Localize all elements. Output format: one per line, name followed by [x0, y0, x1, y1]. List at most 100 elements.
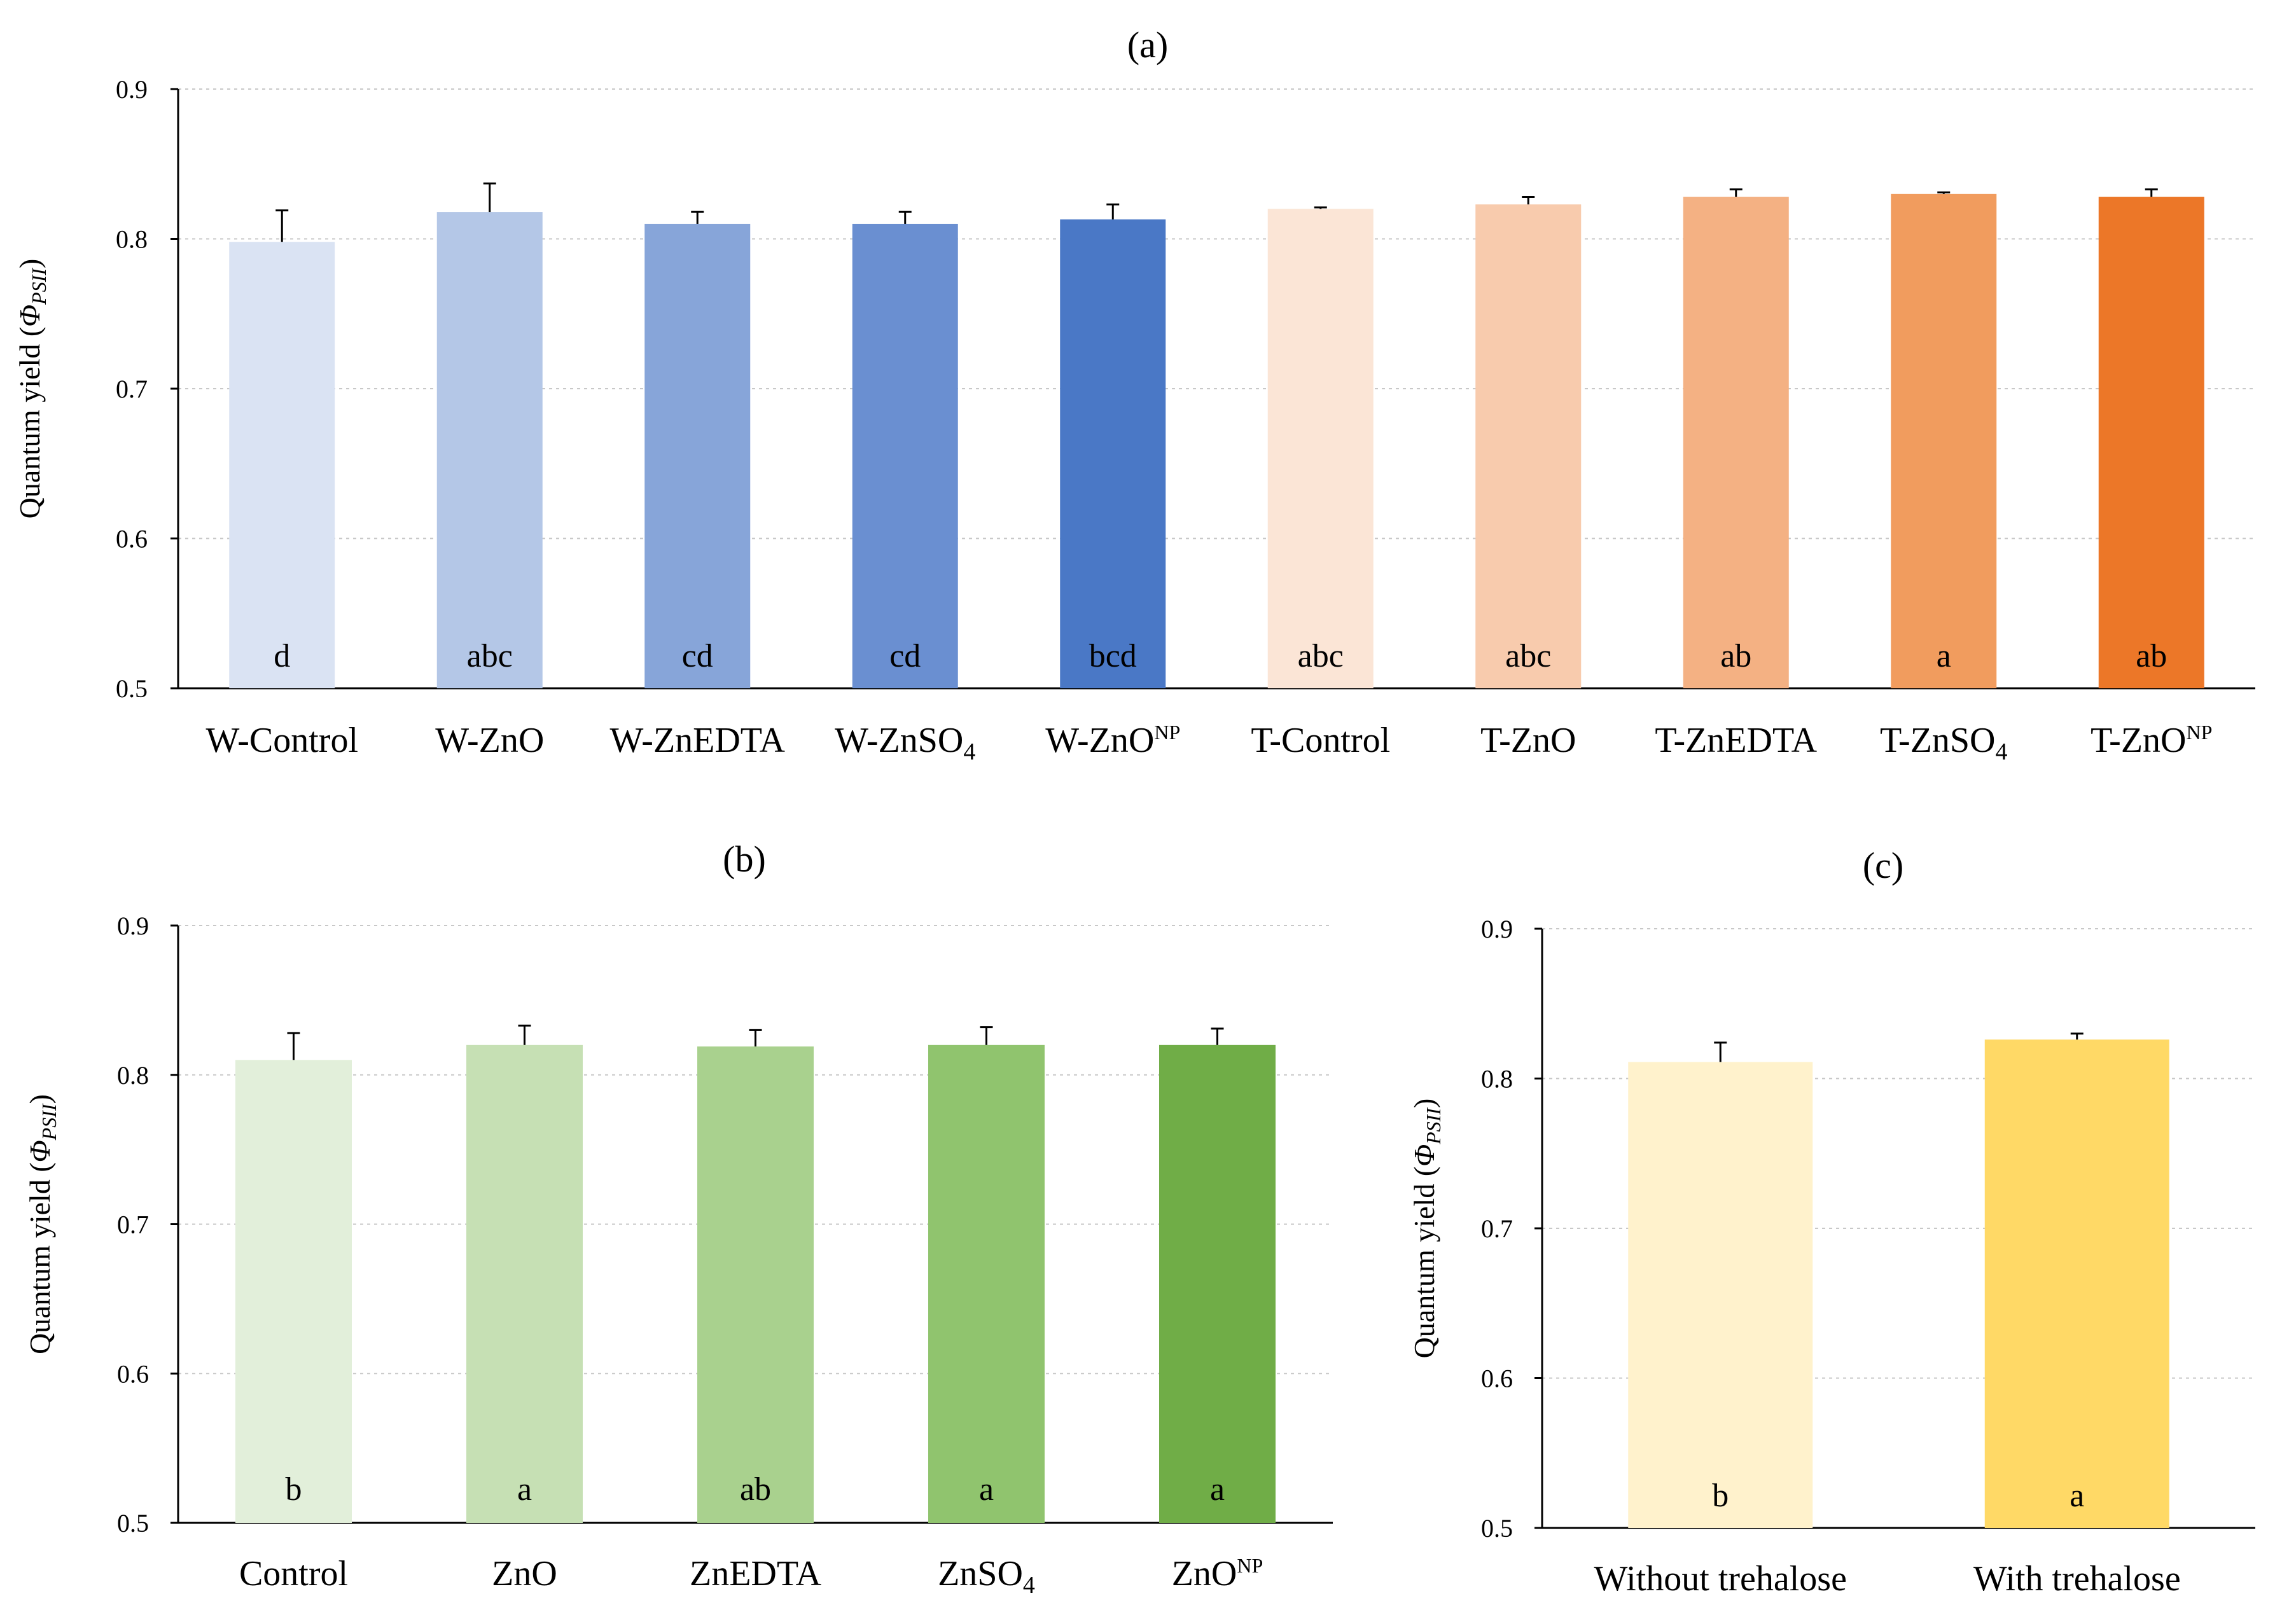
y-tick-label: 0.8 [117, 1061, 149, 1090]
psii-subscript: PSII [1422, 1107, 1445, 1145]
psii-subscript: PSII [38, 1103, 60, 1141]
significance-letter: abc [1298, 638, 1344, 674]
x-category-label: T-ZnSO4 [1880, 721, 2008, 765]
x-category-subscript: 4 [1996, 739, 2008, 765]
significance-letter: abc [467, 638, 513, 674]
y-axis-label: Quantum yield (ΦPSII) [24, 1094, 60, 1354]
x-category-text: W-ZnSO [835, 721, 963, 760]
x-category-text: ZnO [1172, 1554, 1237, 1593]
y-tick-label: 0.9 [117, 912, 149, 940]
x-category-label: T-ZnEDTA [1655, 721, 1817, 760]
x-category-label: W-ZnSO4 [835, 721, 975, 765]
phi-symbol: Φ [13, 305, 46, 327]
bar [1060, 219, 1166, 688]
significance-letter: ab [2136, 638, 2167, 674]
bar [2098, 197, 2204, 688]
x-category-text: ZnO [492, 1554, 557, 1593]
panel-title: (a) [1127, 24, 1168, 66]
x-category-label: ZnO [492, 1554, 557, 1593]
bar [1475, 204, 1582, 689]
x-category-text: With trehalose [1973, 1559, 2181, 1599]
significance-letter: a [1937, 638, 1951, 674]
bar [1267, 209, 1374, 688]
bar [466, 1044, 583, 1523]
x-category-text: T-ZnSO [1880, 721, 1996, 760]
panel-title: (b) [723, 838, 766, 880]
x-category-text: W-ZnEDTA [610, 721, 786, 760]
significance-letter: ab [1720, 638, 1751, 674]
bar [928, 1044, 1045, 1523]
x-category-subscript: 4 [963, 739, 975, 765]
y-tick-label: 0.6 [117, 1359, 149, 1388]
panel-b: (b) 0.5 0.6 0.7 0.8 0.9 Quantum yield (ΦPSII) b… [24, 838, 1333, 1599]
x-category-text: Without trehalose [1594, 1559, 1847, 1599]
x-category-label: ZnEDTA [690, 1554, 822, 1593]
y-tick-label: 0.9 [1481, 915, 1513, 943]
significance-letter: b [1712, 1478, 1729, 1514]
y-tick-label: 0.6 [116, 525, 148, 553]
x-category-label: Control [239, 1554, 348, 1593]
y-tick-label: 0.5 [1481, 1514, 1513, 1543]
bar [1628, 1062, 1813, 1528]
y-tick-label: 0.9 [116, 75, 148, 104]
x-category-text: T-ZnEDTA [1655, 721, 1817, 760]
x-category-superscript: NP [1154, 721, 1180, 744]
phi-symbol: Φ [24, 1140, 56, 1162]
significance-letter: ab [740, 1471, 771, 1508]
x-category-label: W-Control [205, 721, 358, 760]
significance-letter: abc [1505, 638, 1551, 674]
x-category-subscript: 4 [1023, 1572, 1035, 1599]
bar [436, 212, 543, 688]
y-tick-label: 0.8 [116, 225, 148, 254]
x-category-label: ZnSO4 [938, 1554, 1035, 1599]
x-category-text: W-ZnO [435, 721, 544, 760]
x-category-text: T-ZnO [1480, 721, 1576, 760]
x-category-text: W-ZnO [1045, 721, 1154, 760]
x-category-label: ZnONP [1172, 1554, 1263, 1593]
y-tick-label: 0.7 [1481, 1214, 1513, 1243]
bar [1159, 1044, 1276, 1523]
x-category-text: T-Control [1251, 721, 1390, 760]
bar [1984, 1039, 2169, 1528]
bar [235, 1060, 352, 1523]
bar [852, 223, 958, 688]
y-tick-label: 0.6 [1481, 1364, 1513, 1393]
x-category-label: Without trehalose [1594, 1559, 1847, 1599]
bar [229, 242, 335, 689]
x-category-text: T-ZnO [2091, 721, 2186, 760]
y-tick-label: 0.5 [117, 1509, 149, 1537]
psii-subscript: PSII [27, 268, 50, 305]
y-axis-label-close: ) [13, 259, 46, 268]
significance-letter: a [979, 1471, 994, 1508]
y-tick-label: 0.7 [116, 375, 148, 403]
y-axis-label-close: ) [24, 1094, 56, 1104]
x-category-superscript: NP [2186, 721, 2212, 744]
bar [1891, 193, 1997, 689]
significance-letter: a [517, 1471, 532, 1508]
bar [644, 223, 751, 688]
x-category-label: W-ZnONP [1045, 721, 1180, 760]
significance-letter: cd [889, 638, 921, 674]
y-tick-label: 0.8 [1481, 1065, 1513, 1093]
y-axis-label-text: Quantum yield ( [24, 1162, 56, 1354]
x-category-label: With trehalose [1973, 1559, 2181, 1599]
panel-a: (a) 0.5 0.6 0.7 0.8 0.9 Quantum yield (ΦPSII) d… [13, 24, 2255, 765]
significance-letter: bcd [1089, 638, 1137, 674]
y-tick-label: 0.5 [116, 674, 148, 703]
x-category-label: W-ZnO [435, 721, 544, 760]
y-axis-label: Quantum yield (ΦPSII) [13, 259, 50, 519]
phi-symbol: Φ [1408, 1144, 1440, 1167]
y-axis-label-text: Quantum yield ( [13, 327, 46, 519]
x-category-superscript: NP [1237, 1554, 1263, 1577]
bar [697, 1046, 814, 1523]
significance-letter: d [274, 638, 290, 674]
y-tick-label: 0.7 [117, 1211, 149, 1239]
y-axis-label-close: ) [1408, 1099, 1440, 1108]
x-category-label: W-ZnEDTA [610, 721, 786, 760]
panel-c: (c) 0.5 0.6 0.7 0.8 0.9 Quantum yield (ΦPSII) b… [1408, 845, 2255, 1599]
bar [1683, 197, 1789, 688]
significance-letter: cd [682, 638, 713, 674]
x-category-text: ZnEDTA [690, 1554, 822, 1593]
x-category-text: ZnSO [938, 1554, 1023, 1593]
